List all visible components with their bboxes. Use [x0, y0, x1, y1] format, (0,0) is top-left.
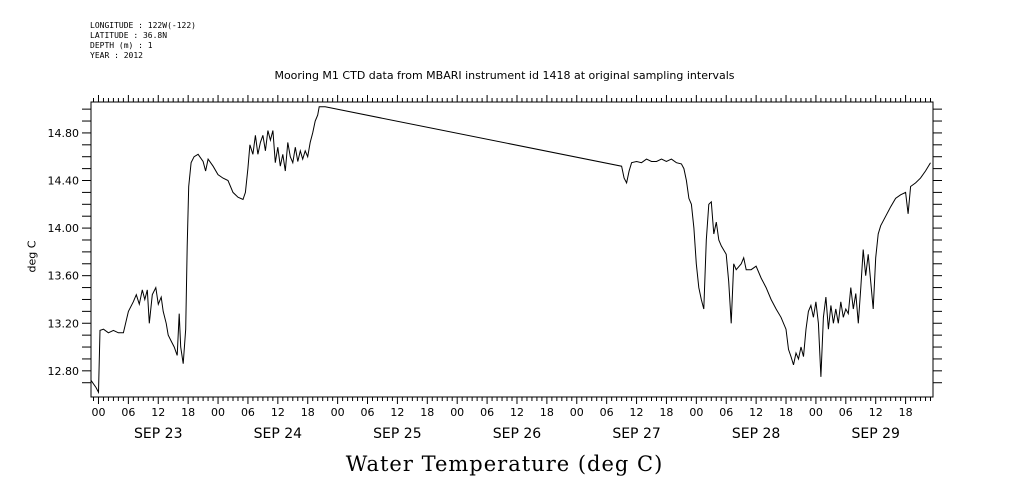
x-tick-label: 00	[570, 406, 584, 419]
x-tick-label: 12	[869, 406, 883, 419]
x-tick-label: 12	[630, 406, 644, 419]
x-tick-label: 18	[420, 406, 434, 419]
chart-title: Mooring M1 CTD data from MBARI instrumen…	[274, 69, 735, 82]
x-tick-label: 00	[809, 406, 823, 419]
x-day-label: SEP 24	[254, 426, 303, 442]
x-tick-label: 12	[510, 406, 524, 419]
x-tick-label: 06	[839, 406, 853, 419]
x-day-label: SEP 26	[493, 426, 542, 442]
x-tick-label: 12	[749, 406, 763, 419]
y-tick-label: 14.00	[48, 222, 80, 235]
x-tick-label: 06	[361, 406, 375, 419]
chart-subtitle: Water Temperature (deg C)	[345, 452, 664, 476]
x-tick-label: 06	[719, 406, 733, 419]
x-day-label: SEP 23	[134, 426, 182, 442]
x-tick-label: 06	[241, 406, 255, 419]
y-tick-label: 13.20	[48, 317, 80, 330]
x-tick-label: 06	[480, 406, 494, 419]
metadata-block: LONGITUDE : 122W(-122) LATITUDE : 36.8N …	[90, 21, 196, 61]
x-tick-label: 18	[659, 406, 673, 419]
x-tick-label: 00	[689, 406, 703, 419]
x-tick-label: 00	[450, 406, 464, 419]
depth-label: DEPTH (m) : 1	[90, 41, 153, 50]
temperature-series-line	[90, 106, 931, 395]
y-tick-label: 12.80	[48, 365, 80, 378]
x-tick-label: 00	[211, 406, 225, 419]
x-tick-label: 18	[181, 406, 195, 419]
y-tick-label: 14.40	[48, 175, 80, 188]
x-tick-label: 00	[331, 406, 345, 419]
y-tick-label: 13.60	[48, 270, 80, 283]
x-tick-label: 12	[271, 406, 285, 419]
x-day-label: SEP 27	[612, 426, 660, 442]
x-day-label: SEP 29	[851, 426, 899, 442]
x-tick-label: 06	[600, 406, 614, 419]
longitude-label: LONGITUDE : 122W(-122)	[90, 21, 196, 30]
x-tick-label: 12	[390, 406, 404, 419]
x-day-label: SEP 25	[373, 426, 421, 442]
year-label: YEAR : 2012	[90, 51, 143, 60]
x-tick-label: 06	[121, 406, 135, 419]
x-tick-label: 18	[899, 406, 913, 419]
x-tick-label: 12	[151, 406, 165, 419]
x-tick-label: 18	[301, 406, 315, 419]
y-tick-label: 14.80	[48, 127, 80, 140]
plot-frame	[90, 101, 934, 398]
x-tick-label: 00	[91, 406, 105, 419]
latitude-label: LATITUDE : 36.8N	[90, 31, 168, 40]
x-day-label: SEP 28	[732, 426, 780, 442]
x-tick-label: 18	[540, 406, 554, 419]
x-tick-label: 18	[779, 406, 793, 419]
